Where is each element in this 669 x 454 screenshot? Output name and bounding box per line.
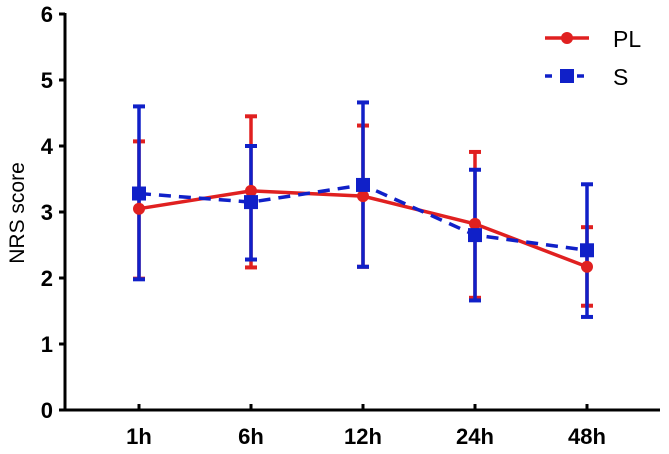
x-tick-label: 1h	[126, 424, 152, 449]
legend-item-s: S	[545, 64, 628, 90]
data-point	[245, 184, 257, 197]
series-s	[132, 177, 594, 258]
data-point	[580, 243, 594, 258]
data-point	[356, 177, 370, 192]
y-tick-label: 4	[41, 134, 54, 159]
data-point	[357, 190, 369, 203]
data-point	[468, 228, 482, 243]
error-bars-s	[133, 100, 593, 319]
y-tick-label: 5	[41, 68, 53, 93]
y-axis: 0 1 2 3 4 5 6	[41, 2, 67, 423]
legend-marker-circle	[561, 32, 573, 44]
legend-item-pl: PL	[545, 26, 641, 52]
series-pl	[133, 184, 593, 273]
x-tick-label: 6h	[238, 424, 264, 449]
x-axis: 1h 6h 12h 24h 48h	[64, 404, 660, 449]
y-tick-label: 2	[41, 266, 53, 291]
y-tick-label: 1	[41, 332, 53, 357]
data-point	[469, 217, 481, 230]
y-tick-label: 0	[41, 398, 53, 423]
series-layer	[132, 100, 594, 319]
x-tick-label: 24h	[456, 424, 494, 449]
y-axis-title: NRS score	[6, 162, 29, 264]
y-tick-label: 6	[41, 2, 53, 27]
legend-marker-square	[560, 69, 574, 83]
x-tick-label: 12h	[344, 424, 382, 449]
legend-label: S	[613, 64, 628, 90]
y-tick-label: 3	[41, 200, 53, 225]
data-point	[244, 195, 258, 210]
legend: PL S	[545, 26, 641, 90]
data-point	[581, 260, 593, 273]
x-tick-label: 48h	[568, 424, 606, 449]
data-point	[132, 186, 146, 201]
data-point	[133, 202, 145, 215]
legend-label: PL	[613, 26, 641, 52]
